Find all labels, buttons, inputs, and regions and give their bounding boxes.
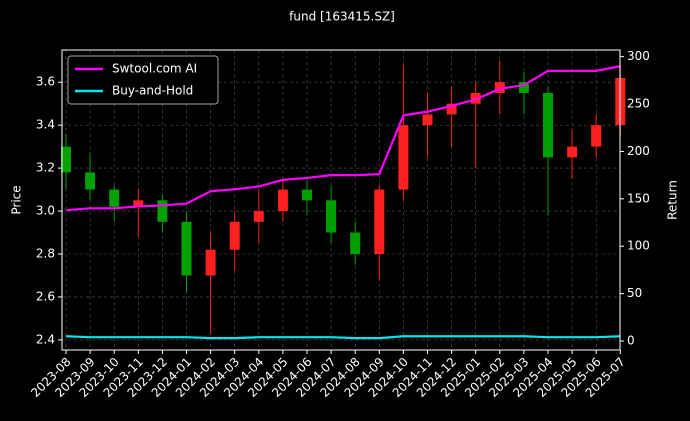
candle-body	[302, 189, 312, 201]
legend: Swtool.com AI Buy-and-Hold	[67, 55, 219, 105]
y-axis-label: Price	[10, 185, 24, 214]
candle-body	[229, 221, 240, 250]
candle-body	[109, 189, 120, 207]
y-tick-label: 3.0	[36, 204, 55, 218]
candle-body	[398, 125, 409, 190]
y-tick-label: 2.4	[36, 332, 55, 346]
y-tick-label: 2.8	[36, 247, 55, 261]
legend-box	[67, 55, 219, 105]
candle-body	[133, 200, 144, 207]
legend-label: Buy-and-Hold	[112, 84, 193, 98]
y2-tick-label: 50	[627, 286, 642, 300]
candle-body	[591, 125, 602, 147]
candle-body	[205, 249, 216, 276]
candle-body	[277, 189, 288, 212]
y2-axis-label: Return	[666, 180, 680, 220]
candle-body	[422, 114, 433, 126]
y2-tick-label: 200	[627, 144, 650, 158]
candle-body	[350, 232, 361, 255]
candle-body	[446, 103, 457, 115]
y2-tick-label: 0	[627, 333, 635, 347]
candle-body	[543, 92, 553, 158]
line-series	[65, 65, 621, 212]
y-tick-label: 3.2	[36, 161, 55, 175]
legend-label: Swtool.com AI	[112, 62, 197, 76]
y2-tick-label: 100	[627, 239, 650, 253]
candle-body	[374, 189, 385, 255]
y-tick-label: 3.4	[36, 118, 55, 132]
y-tick-label: 2.6	[36, 289, 55, 303]
line-series	[65, 335, 621, 340]
plot-frame	[61, 49, 621, 351]
y-tick-label: 3.6	[36, 75, 55, 89]
candle-body	[85, 172, 96, 190]
candle-body	[253, 211, 264, 222]
candle-body	[61, 146, 71, 173]
candle-body	[518, 82, 529, 93]
candle-body	[567, 146, 578, 158]
y2-tick-label: 150	[627, 191, 650, 205]
y2-tick-label: 300	[627, 49, 650, 63]
y2-tick-label: 250	[627, 97, 650, 111]
candle-body	[494, 82, 505, 93]
candle-body	[181, 221, 192, 276]
candle-body	[157, 200, 168, 222]
candle-body	[326, 200, 337, 233]
chart-title: fund [163415.SZ]	[289, 10, 395, 24]
